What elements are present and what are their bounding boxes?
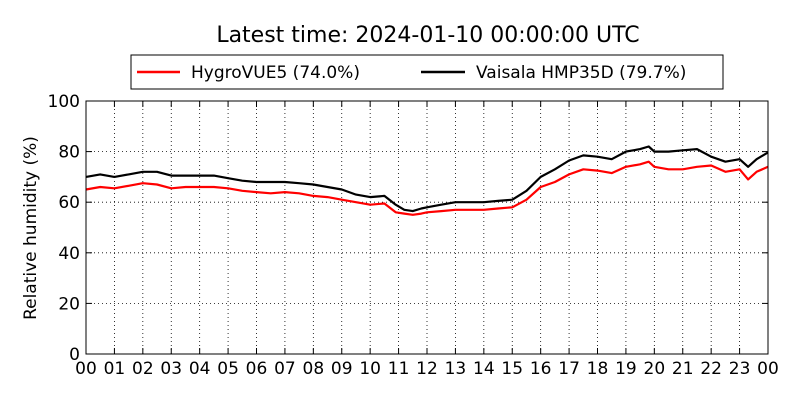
y-tick-label: 60: [58, 193, 80, 213]
x-tick-label: 04: [189, 359, 211, 379]
series-line-hygrovue5: [85, 160, 769, 216]
x-tick-label: 14: [473, 359, 495, 379]
x-tick-label: 01: [104, 359, 126, 379]
grid: [86, 101, 768, 354]
x-tick-label: 20: [644, 359, 666, 379]
x-tick-label: 21: [672, 359, 694, 379]
x-tick-label: 07: [274, 359, 296, 379]
x-tick-label: 19: [615, 359, 637, 379]
x-tick-label: 12: [416, 359, 438, 379]
y-tick-label: 40: [58, 244, 80, 264]
x-tick-label: 03: [160, 359, 182, 379]
y-tick-label: 0: [69, 345, 80, 365]
legend-label-hygrovue5: HygroVUE5 (74.0%): [191, 63, 360, 83]
x-tick-label: 18: [587, 359, 609, 379]
y-tick-label: 80: [58, 143, 80, 163]
legend: HygroVUE5 (74.0%) Vaisala HMP35D (79.7%): [130, 54, 724, 90]
x-tick-label: 17: [558, 359, 580, 379]
x-tick-label: 09: [331, 359, 353, 379]
series-line-vaisala: [85, 145, 769, 213]
chart-title: Latest time: 2024-01-10 00:00:00 UTC: [216, 23, 639, 48]
x-tick-label: 23: [729, 359, 751, 379]
x-tick-label: 06: [246, 359, 268, 379]
x-tick-label: 13: [445, 359, 467, 379]
x-tick-label: 16: [530, 359, 552, 379]
axis-ticks: 00 01 02 03 04 05 06 07 08 09 10 11 12 13 14 15 16 17 18 19…: [48, 92, 779, 379]
series-lines: [85, 145, 769, 216]
x-tick-label: 11: [388, 359, 410, 379]
x-tick-label: 00: [75, 359, 97, 379]
x-tick-label: 02: [132, 359, 154, 379]
plot-frame: [85, 100, 769, 355]
y-tick-label: 20: [58, 294, 80, 314]
x-tick-label: 15: [501, 359, 523, 379]
legend-label-vaisala: Vaisala HMP35D (79.7%): [476, 63, 686, 83]
x-tick-label: 10: [359, 359, 381, 379]
x-tick-label: 00: [757, 359, 779, 379]
x-tick-label: 05: [217, 359, 239, 379]
x-tick-label: 22: [700, 359, 722, 379]
y-axis-label: Relative humidity (%): [21, 136, 41, 320]
y-tick-label: 100: [48, 92, 80, 112]
x-tick-label: 08: [303, 359, 325, 379]
